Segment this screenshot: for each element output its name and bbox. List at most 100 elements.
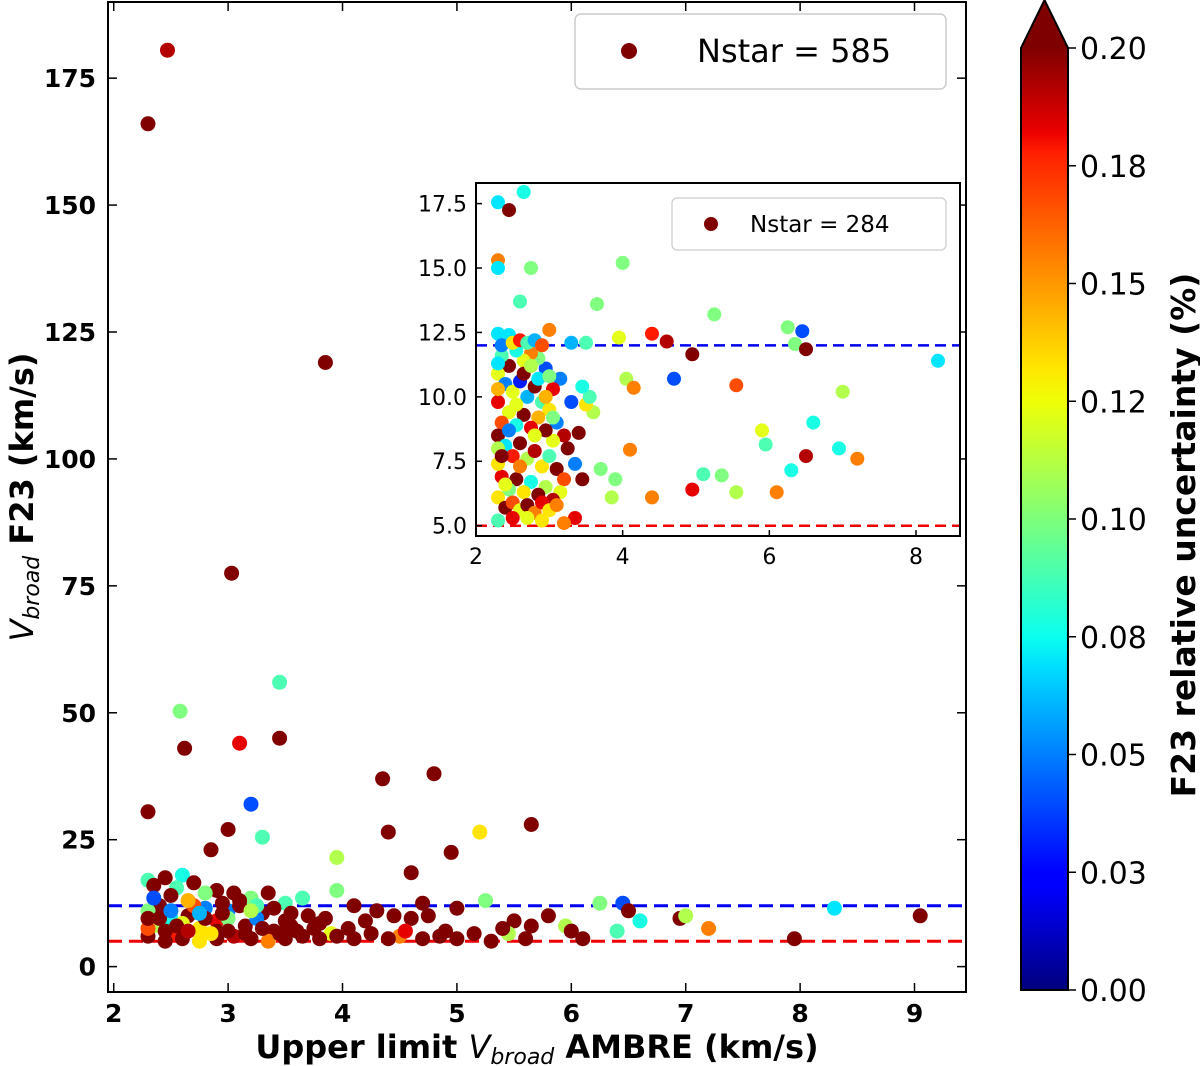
inset-point [755, 423, 769, 438]
main-point [295, 890, 310, 906]
main-xtick-label: 9 [906, 999, 923, 1028]
inset-point [494, 449, 509, 464]
main-point [224, 565, 240, 581]
main-point [329, 928, 345, 944]
main-point [272, 926, 288, 942]
main-yticks: 0 25 50 75 100 125 150 175 [44, 64, 966, 982]
inset-point [769, 485, 784, 500]
main-ytick-label: 50 [61, 699, 96, 728]
main-point [420, 908, 436, 924]
main-point [495, 921, 511, 936]
inset-point [593, 462, 608, 476]
main-point [317, 355, 333, 370]
main-point [260, 933, 276, 949]
inset-point [524, 261, 538, 275]
main-point [386, 908, 402, 924]
inset-point [850, 451, 865, 466]
inset-point [542, 369, 557, 384]
main-point [592, 895, 608, 911]
inset-point [557, 516, 571, 531]
main-point [152, 910, 167, 926]
main-legend: Nstar = 585 [574, 13, 947, 90]
inset-point [685, 482, 700, 497]
main-point [300, 908, 316, 924]
main-point [540, 908, 556, 924]
inset-xtick-label: 8 [909, 545, 923, 570]
main-point [163, 903, 179, 919]
inset-point [491, 195, 505, 210]
main-point [220, 923, 236, 939]
inset-point [535, 513, 549, 528]
main-xtick-label: 3 [219, 999, 236, 1028]
inset-ytick-label: 5.0 [432, 515, 467, 540]
main-point [214, 905, 230, 921]
inset-point [623, 442, 637, 457]
main-point [266, 900, 282, 916]
main-point [186, 875, 202, 891]
inset-point [626, 380, 641, 395]
main-point [172, 703, 188, 719]
main-point [180, 923, 196, 939]
inset-point [604, 490, 619, 505]
main-xtick-label: 4 [334, 999, 351, 1028]
inset-ytick-label: 15.0 [418, 257, 467, 282]
main-point [157, 923, 173, 939]
main-point [180, 893, 196, 909]
inset-point [531, 410, 546, 425]
inset-point [564, 395, 579, 409]
inset-point [557, 472, 571, 487]
main-point [380, 931, 396, 947]
main-point [283, 905, 299, 921]
colorbar-label: F23 relative uncertainty (%) [1164, 273, 1200, 798]
main-ylabel: Vbroad F23 (km/s) [3, 352, 45, 641]
main-point [478, 893, 493, 909]
main-point [140, 116, 156, 132]
main-point [140, 910, 156, 926]
inset-point [505, 384, 520, 399]
inset-point [509, 472, 524, 487]
main-xtick-label: 6 [563, 999, 580, 1028]
inset-point [498, 477, 513, 492]
main-frame [107, 1, 967, 993]
main-point [160, 42, 175, 58]
colorbar-tick-label: 0.18 [1080, 150, 1147, 185]
colorbar-tick-label: 0.12 [1080, 385, 1147, 420]
main-point [197, 885, 213, 901]
main-ytick-label: 75 [61, 572, 96, 601]
inset-point [527, 428, 542, 443]
inset-point [645, 490, 659, 505]
inset-legend-label: Nstar = 284 [750, 212, 890, 238]
inset-point [696, 467, 711, 482]
inset-points [491, 185, 945, 531]
inset-point [527, 444, 542, 458]
inset-point [729, 485, 744, 500]
main-ytick-label: 175 [44, 64, 96, 93]
inset-point [788, 337, 802, 351]
inset-point [531, 371, 546, 386]
main-point [523, 817, 539, 832]
inset-point [524, 474, 538, 489]
main-hlines [108, 904, 966, 943]
inset-ytick-label: 17.5 [418, 193, 467, 218]
inset-point [516, 485, 531, 500]
inset-ytick-label: 12.5 [418, 321, 467, 346]
inset-point [546, 433, 560, 448]
inset-point [535, 459, 549, 474]
inset-point [799, 449, 813, 464]
inset-point [685, 347, 700, 362]
inset-point [560, 441, 575, 456]
main-point [146, 877, 162, 893]
main-legend-marker [621, 43, 637, 59]
inset-point [502, 203, 516, 218]
inset-point [615, 255, 630, 270]
inset-point [502, 423, 516, 438]
colorbar-tick-label: 0.15 [1080, 268, 1147, 303]
colorbar-tick-label: 0.03 [1080, 856, 1147, 891]
inset-point [520, 389, 535, 404]
main-ytick-label: 100 [44, 445, 96, 474]
inset-xtick-label: 6 [762, 545, 776, 570]
main-point [483, 933, 499, 949]
inset-point [571, 425, 586, 440]
inset-point [659, 334, 674, 349]
